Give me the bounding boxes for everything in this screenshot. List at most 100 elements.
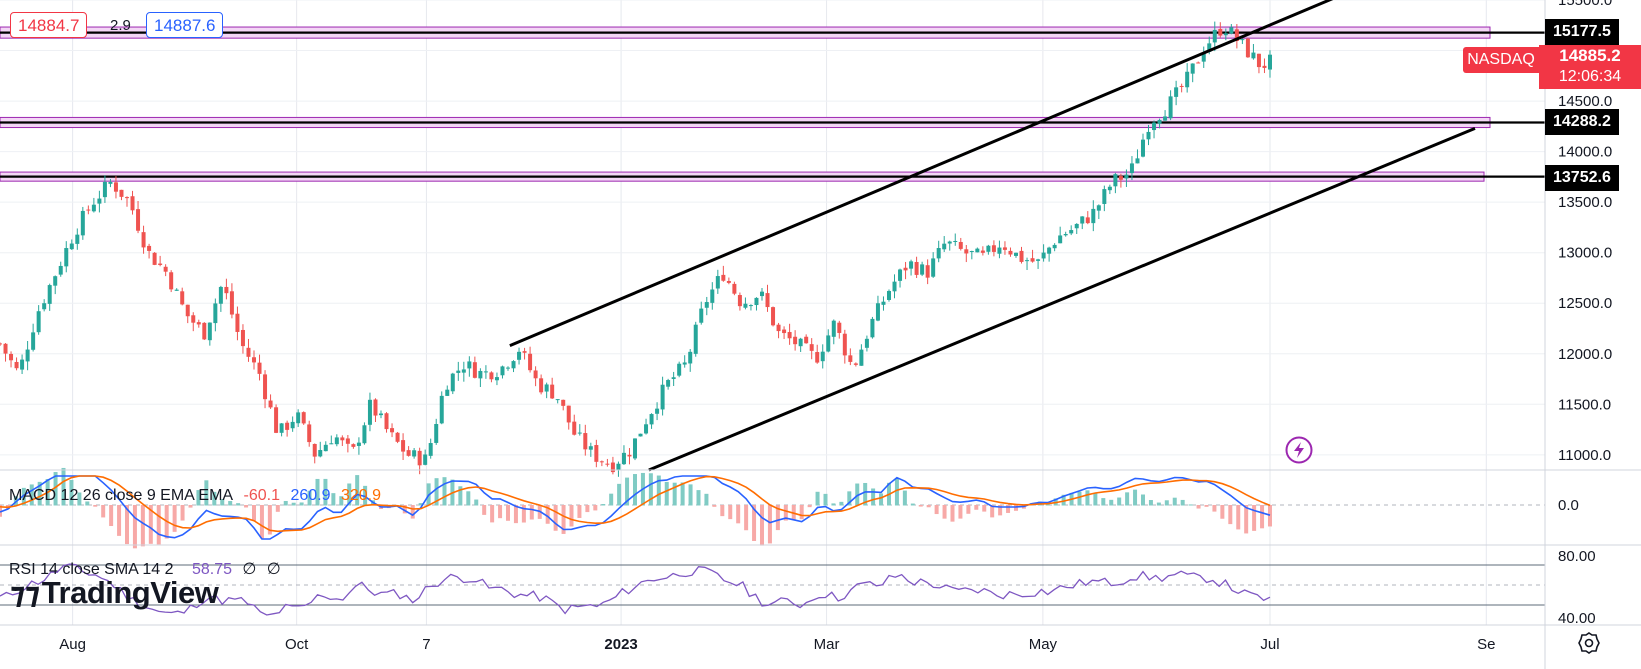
candle-body <box>1146 131 1151 140</box>
macd-hist-bar <box>783 505 788 521</box>
macd-hist-bar <box>759 505 764 546</box>
candle-body <box>721 274 726 281</box>
gear-icon[interactable] <box>1577 631 1601 655</box>
candle-body <box>1140 139 1145 157</box>
candle-body <box>307 424 312 443</box>
candle-body <box>776 324 781 332</box>
candle-body <box>842 333 847 356</box>
candle-body <box>1058 235 1063 244</box>
macd-hist-bar <box>521 505 526 523</box>
candle-body <box>1107 186 1112 191</box>
candle-body <box>914 261 919 275</box>
candle-body <box>533 370 538 379</box>
candle-body <box>229 291 234 315</box>
candle-body <box>75 234 80 244</box>
candle-body <box>185 304 190 317</box>
candle-body <box>627 454 632 457</box>
candle-body <box>312 443 317 457</box>
rsi-pane: 80.00 40.00 <box>0 548 1596 627</box>
macd-hist-bar <box>593 505 598 511</box>
candle-body <box>528 353 533 371</box>
macd-hist-bar <box>53 472 58 506</box>
candle-body <box>848 355 853 362</box>
candle-body <box>494 377 499 381</box>
candle-body <box>439 395 444 424</box>
candle-body <box>964 249 969 254</box>
candle-body <box>1245 38 1250 58</box>
tradingview-logo-icon: ⁊⁊ <box>10 577 40 610</box>
candle-body <box>909 261 914 269</box>
candle-body <box>505 367 510 369</box>
candle-body <box>953 241 958 243</box>
macd-hist-bar <box>617 483 622 506</box>
macd-hist-bar <box>918 505 923 507</box>
candle-body <box>1267 54 1272 70</box>
candle-body <box>373 399 378 416</box>
macd-hist-bar <box>220 499 225 506</box>
candle-body <box>649 414 654 425</box>
macd-hist-bar <box>1006 505 1011 513</box>
candle-body <box>898 269 903 281</box>
candle-body <box>853 363 858 365</box>
macd-hist-bar <box>474 499 479 506</box>
symbol-name: NASDAQ <box>1463 47 1539 73</box>
candle-body <box>1174 87 1179 97</box>
rsi-extra-1: ∅ <box>242 561 257 578</box>
candle-body <box>147 245 152 251</box>
macd-hist-bar <box>910 503 915 506</box>
candle-body <box>886 290 891 300</box>
candle-body <box>820 351 825 362</box>
macd-hist-bar <box>815 491 820 506</box>
macd-hist-bar <box>847 491 852 506</box>
candle-body <box>461 369 466 373</box>
macd-hist-bar <box>29 484 34 506</box>
candle-body <box>550 384 555 399</box>
candle-body <box>467 361 472 369</box>
candle-body <box>1036 259 1041 261</box>
macd-hist-bar <box>855 483 860 506</box>
macd-hist-bar <box>728 505 733 520</box>
flash-icon[interactable] <box>1285 436 1313 464</box>
rsi-value: 58.75 <box>191 561 233 578</box>
candle-body <box>682 362 687 365</box>
candle-body <box>290 421 295 429</box>
macd-hist-bar <box>1228 505 1233 525</box>
candle-body <box>163 266 168 272</box>
macd-hist-bar <box>196 490 201 506</box>
candle-body <box>86 209 91 211</box>
bid-price[interactable]: 14884.7 <box>10 12 88 38</box>
candle-body <box>539 378 544 393</box>
macd-hist-bar <box>513 505 518 524</box>
candle-body <box>875 303 880 321</box>
candle-body <box>213 303 218 324</box>
candle-body <box>224 286 229 294</box>
macd-hist-bar <box>1125 492 1130 506</box>
candle-body <box>345 438 350 444</box>
macd-hist-bar <box>434 478 439 506</box>
candle-body <box>141 232 146 248</box>
rsi-legend[interactable]: RSI 14 close SMA 14 2 58.75 ∅ ∅ <box>9 559 287 579</box>
candle-body <box>804 336 809 344</box>
candle-body <box>771 307 776 326</box>
macd-hist-bar <box>1077 491 1082 506</box>
macd-hist-bar <box>323 478 328 506</box>
candle-body <box>423 454 428 465</box>
candle-body <box>445 389 450 396</box>
candle-body <box>478 370 483 379</box>
candle-body <box>42 303 47 310</box>
candle-body <box>920 264 925 275</box>
macd-hist-bar <box>1156 502 1161 506</box>
macd-hist-bar <box>990 505 995 518</box>
candle-body <box>511 361 516 369</box>
macd-hist-bar <box>831 503 836 506</box>
macd-hist-bar <box>688 484 693 506</box>
candle-body <box>301 412 306 424</box>
candle-body <box>417 450 422 466</box>
candle-body <box>25 349 30 362</box>
macd-signal-value: 320.9 <box>340 487 382 504</box>
macd-hist-bar <box>902 490 907 506</box>
ask-price[interactable]: 14887.6 <box>146 12 224 38</box>
macd-legend[interactable]: MACD 12 26 close 9 EMA EMA -60.1 260.9 3… <box>9 487 387 505</box>
